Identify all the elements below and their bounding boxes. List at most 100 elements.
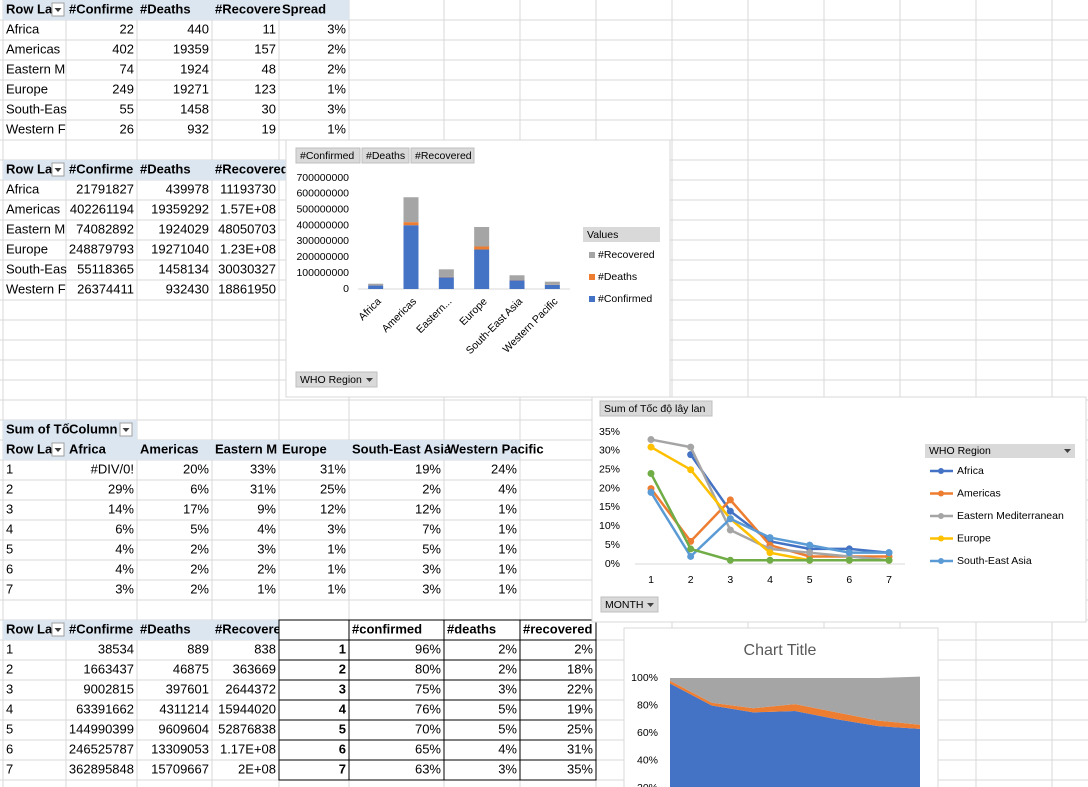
row-label: 4 [6, 521, 13, 536]
dropdown-arrow [54, 628, 62, 632]
line-marker [766, 534, 774, 542]
cell-value: 838 [254, 641, 276, 656]
legend-label: #Deaths [598, 271, 637, 283]
line-marker [687, 466, 695, 474]
bar-segment [403, 197, 419, 223]
y-tick-label: 700000000 [296, 172, 349, 184]
dropdown-arrow [1064, 449, 1071, 453]
field-button[interactable] [295, 147, 361, 164]
row-label: Americas [6, 41, 61, 56]
bar-segment [368, 283, 384, 286]
cell-value: 55118365 [77, 261, 134, 276]
cell-value: 80% [415, 661, 441, 676]
cell-value: 31% [320, 461, 346, 476]
field-button[interactable] [600, 596, 659, 613]
legend-swatch [589, 252, 595, 258]
line-marker [806, 541, 814, 549]
y-tick-label: 25% [599, 463, 620, 475]
cell-value: 5% [422, 541, 441, 556]
column-header: Row La [6, 1, 53, 16]
column-header: Row La [6, 621, 53, 636]
column-header: Spread [282, 1, 326, 16]
cell-value: 5% [498, 721, 517, 736]
cell-value: 15709667 [151, 761, 209, 776]
cell-value: 1% [327, 121, 346, 136]
line-marker [726, 507, 734, 515]
cell-value: 12% [415, 501, 441, 516]
legend-swatch [589, 296, 595, 302]
y-tick-label: 500000000 [296, 203, 349, 215]
bar-segment [368, 285, 384, 289]
field-button-label: WHO Region [300, 374, 362, 386]
cell-value: 397601 [166, 681, 209, 696]
legend-marker [938, 513, 944, 519]
row-label: Europe [6, 241, 48, 256]
field-button-label: #Recovered [415, 150, 472, 162]
y-tick-label: 10% [599, 520, 620, 532]
cell-value: 19% [415, 461, 441, 476]
legend-dropdown[interactable] [925, 444, 1075, 458]
cell-value: 19 [262, 121, 276, 136]
cell-value: 76% [415, 701, 441, 716]
legend-marker [938, 558, 944, 564]
cell-value: 31% [567, 741, 593, 756]
field-button[interactable] [361, 147, 410, 164]
y-tick-label: 60% [637, 727, 658, 739]
bar-segment [509, 280, 525, 289]
cell-value: 3% [498, 681, 517, 696]
cell-value: 24% [491, 461, 517, 476]
cell-value: 35% [567, 761, 593, 776]
cell-value: 6% [190, 481, 209, 496]
bar-segment [474, 226, 490, 247]
cell-value: 3% [327, 21, 346, 36]
line-marker [647, 443, 655, 451]
field-button-label: #Deaths [366, 150, 405, 162]
y-tick-label: 600000000 [296, 188, 349, 200]
cell-value: 3% [422, 561, 441, 576]
cell-value: 30030327 [218, 261, 276, 276]
x-tick-label: 6 [846, 574, 852, 586]
column-header: #Deaths [140, 621, 191, 636]
y-tick-label: 30% [599, 445, 620, 457]
row-label: South-Eas [6, 101, 67, 116]
field-button[interactable] [599, 400, 713, 417]
cell-value: 1924029 [158, 221, 209, 236]
cell-value: 440 [187, 21, 209, 36]
cell-value: 2% [190, 561, 209, 576]
row-label: 5 [6, 721, 13, 736]
cell-value: 11193730 [220, 181, 276, 196]
cell-value: 6% [115, 521, 134, 536]
field-button[interactable] [295, 371, 378, 388]
field-button-label: #Confirmed [300, 150, 354, 162]
cell-value: 2% [574, 641, 593, 656]
line-marker [687, 443, 695, 451]
cell-value: 13309053 [151, 741, 209, 756]
cell-value: 11 [263, 21, 277, 36]
row-label: 1 [6, 641, 13, 656]
header-row [3, 0, 349, 20]
row-label: Western F [6, 281, 66, 296]
cell-value: 889 [187, 641, 209, 656]
bar-segment [403, 225, 419, 289]
dropdown-arrow [54, 448, 62, 452]
line-marker [845, 549, 853, 557]
legend-label: Eastern Mediterranean [957, 510, 1064, 522]
dropdown-arrow [54, 168, 62, 172]
cell-value: 3% [327, 521, 346, 536]
cell-value: 30 [262, 101, 276, 116]
cell-value: 26374411 [77, 281, 134, 296]
cell-value: 1 [339, 641, 346, 656]
cell-value: 4% [115, 561, 134, 576]
cell-value: 38534 [98, 641, 134, 656]
cell-value: 2% [422, 481, 441, 496]
chart-frame [591, 396, 1087, 623]
field-button-label: MONTH [605, 599, 644, 611]
cell-value: 2% [190, 541, 209, 556]
field-button[interactable] [410, 147, 475, 164]
line-marker [845, 556, 853, 564]
bar-segment [509, 275, 525, 281]
line-marker [726, 526, 734, 534]
bar-segment [438, 269, 454, 277]
cell-value: 1.23E+08 [220, 241, 276, 256]
cell-value: 48 [262, 61, 276, 76]
